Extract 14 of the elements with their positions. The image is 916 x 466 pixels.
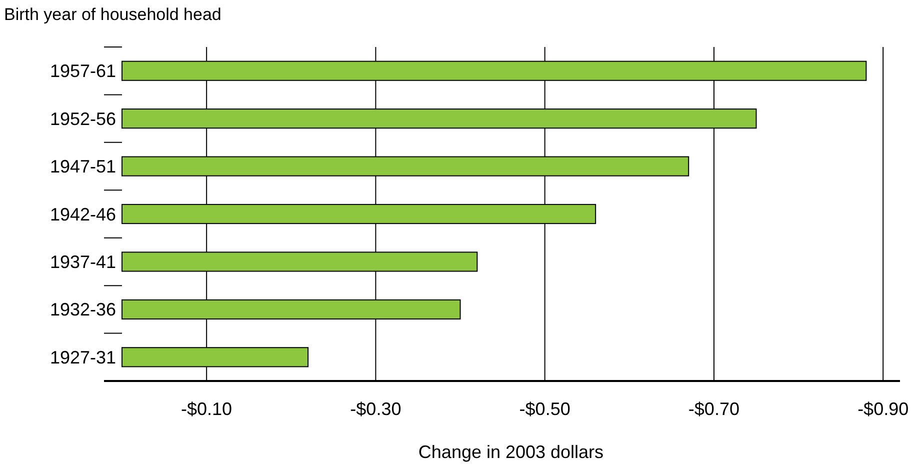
x-tick-label: -$0.50: [519, 399, 570, 419]
y-tick-label: 1952-56: [50, 108, 116, 129]
x-tick-label: -$0.70: [688, 399, 740, 419]
y-axis-title: Birth year of household head: [4, 5, 222, 24]
x-axis-title: Change in 2003 dollars: [418, 442, 604, 462]
x-tick-label: -$0.90: [858, 399, 909, 419]
y-tick-label: 1947-51: [50, 156, 116, 177]
x-tick-label: -$0.30: [350, 399, 402, 419]
y-tick-label: 1937-41: [50, 252, 116, 272]
y-tick-label: 1957-61: [50, 61, 116, 82]
y-tick-label: 1942-46: [50, 204, 116, 224]
x-tick-label: -$0.10: [181, 399, 232, 419]
y-tick-label: 1932-36: [50, 300, 116, 320]
y-tick-label: 1927-31: [50, 347, 116, 368]
